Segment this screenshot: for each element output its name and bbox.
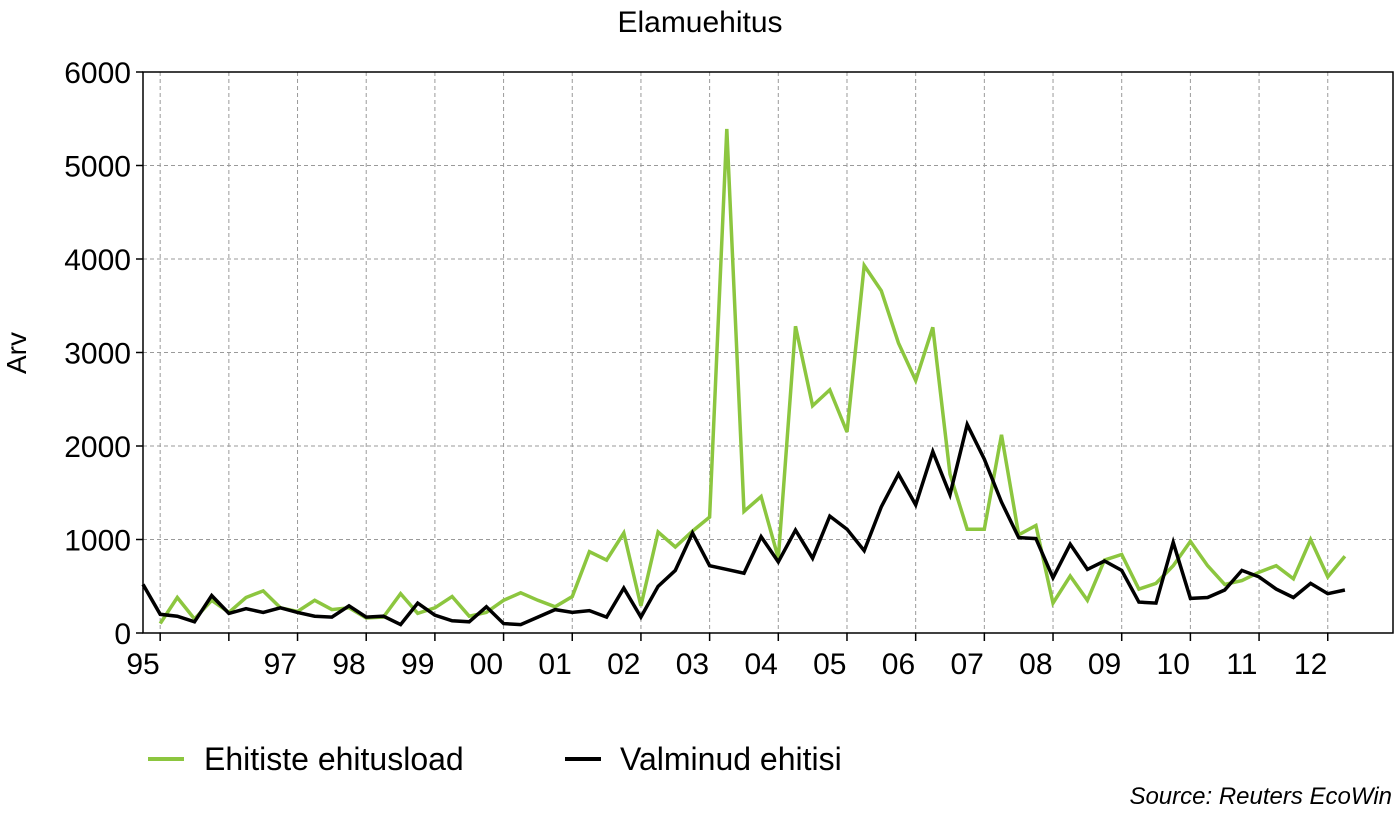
grid-lines xyxy=(143,72,1393,633)
x-tick-label: 03 xyxy=(676,648,709,681)
y-tick-label: 0 xyxy=(114,618,131,651)
x-tick-label: 02 xyxy=(607,648,640,681)
y-tick-label: 3000 xyxy=(64,338,131,371)
x-tick-label: 06 xyxy=(882,648,915,681)
series-line-valminud xyxy=(141,419,1346,627)
chart-title: Elamuehitus xyxy=(617,6,782,39)
y-tick-label: 1000 xyxy=(64,525,131,558)
y-tick-label: 6000 xyxy=(64,57,131,90)
x-tick-label: 10 xyxy=(1157,648,1190,681)
x-tick-label: 00 xyxy=(470,648,503,681)
x-tick-label: 04 xyxy=(744,648,777,681)
x-tick-label: 01 xyxy=(538,648,571,681)
y-tick-label: 2000 xyxy=(64,431,131,464)
x-tick-label: 07 xyxy=(950,648,983,681)
legend-label-ehitusload: Ehitiste ehitusload xyxy=(204,741,464,777)
series-line-ehitusload xyxy=(158,128,1347,625)
source-note: Source: Reuters EcoWin xyxy=(1129,783,1392,810)
x-tick-label: 98 xyxy=(332,648,365,681)
legend: Ehitiste ehitusload Valminud ehitisi xyxy=(148,741,842,777)
y-axis-label: Arv xyxy=(1,332,32,374)
x-axis: 95 97 98 99 00 01 02 03 04 05 06 07 08 09 10 11 12 xyxy=(126,633,1329,681)
x-tick-label: 97 xyxy=(264,648,297,681)
x-tick-label: 99 xyxy=(401,648,434,681)
x-tick-label: 12 xyxy=(1294,648,1327,681)
x-tick-label: 05 xyxy=(813,648,846,681)
series-lines xyxy=(141,128,1347,627)
y-axis: 0 1000 2000 3000 4000 5000 6000 xyxy=(64,57,143,651)
y-tick-label: 5000 xyxy=(64,151,131,184)
legend-label-valminud: Valminud ehitisi xyxy=(620,741,842,777)
y-tick-label: 4000 xyxy=(64,244,131,277)
x-tick-label: 08 xyxy=(1019,648,1052,681)
x-tick-label: 11 xyxy=(1226,648,1257,681)
x-tick-label: 09 xyxy=(1088,648,1121,681)
x-tick-label: 95 xyxy=(126,648,159,681)
